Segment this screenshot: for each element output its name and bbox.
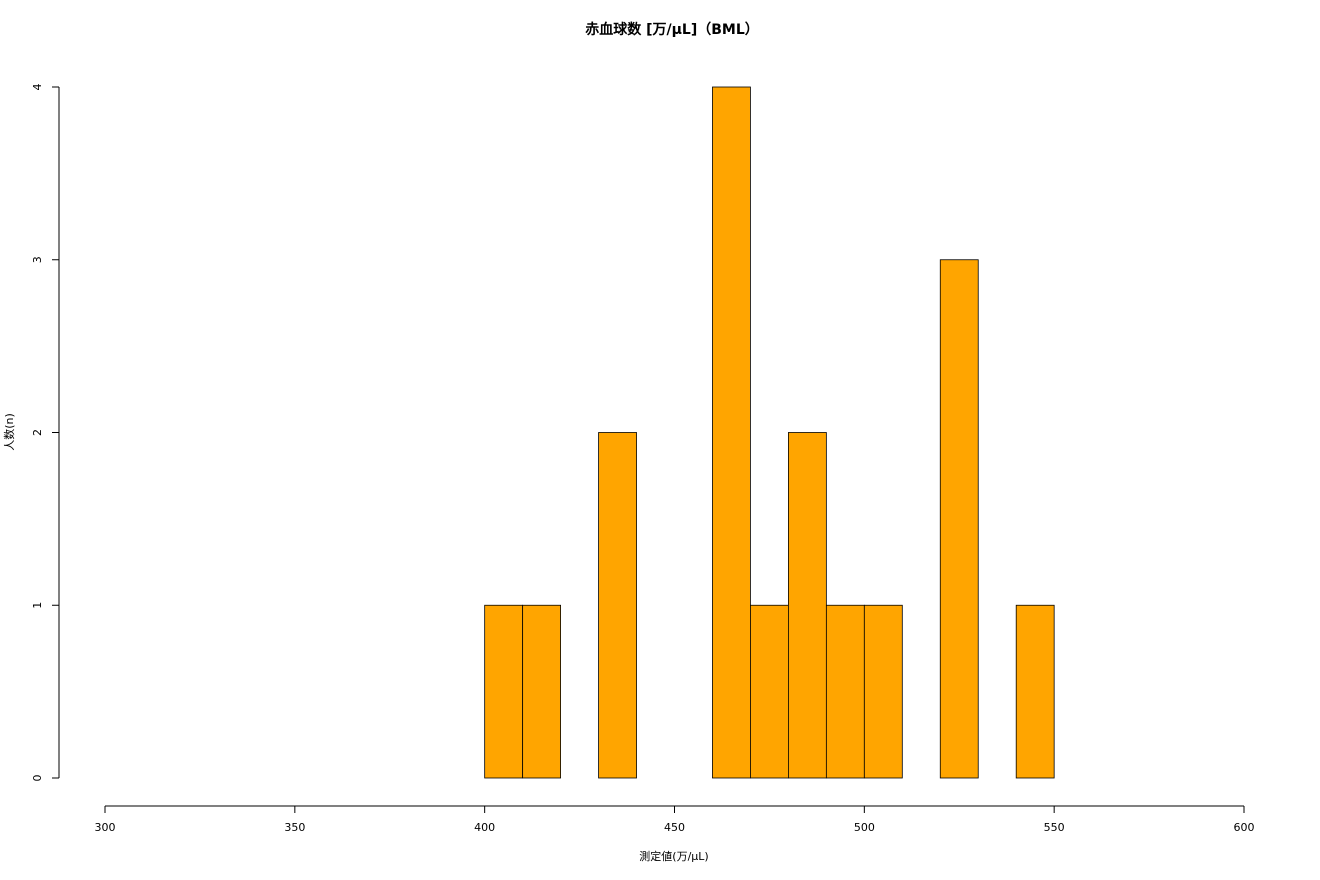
- bar: [863, 604, 903, 779]
- bar: [522, 604, 562, 779]
- x-tick-label: 600: [1234, 821, 1255, 834]
- x-tick-label: 350: [284, 821, 305, 834]
- bar: [788, 432, 827, 779]
- y-tick-label: 2: [31, 429, 44, 436]
- x-tick-label: 300: [95, 821, 116, 834]
- y-axis-label: 人数(n): [3, 413, 16, 451]
- x-tick-label: 500: [854, 821, 875, 834]
- bar: [939, 259, 979, 779]
- bar: [825, 604, 865, 779]
- x-tick-label: 550: [1044, 821, 1065, 834]
- bar: [598, 432, 637, 779]
- x-tick-label: 400: [474, 821, 495, 834]
- bar: [484, 604, 524, 779]
- y-tick-label: 0: [31, 775, 44, 782]
- bar: [712, 86, 751, 779]
- y-tick-label: 3: [31, 256, 44, 263]
- y-tick-label: 1: [31, 602, 44, 609]
- bar: [750, 604, 789, 779]
- x-tick-label: 450: [664, 821, 685, 834]
- x-axis-label: 測定値(万/μL): [639, 849, 708, 863]
- chart-title: 赤血球数 [万/μL]（BML）: [585, 21, 759, 38]
- bar: [1015, 604, 1055, 779]
- y-tick-label: 4: [31, 84, 44, 91]
